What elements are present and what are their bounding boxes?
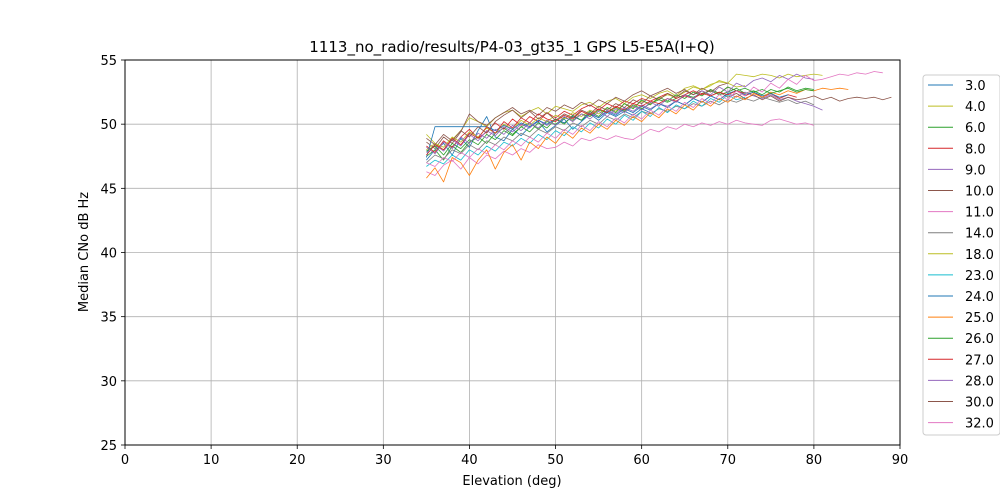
- series-line-28-0: [426, 73, 814, 155]
- x-tick-label: 40: [461, 453, 478, 468]
- series-lines: [426, 71, 892, 183]
- y-axis-label: Median CNo dB Hz: [77, 192, 92, 312]
- legend-entry-label: 18.0: [965, 248, 994, 263]
- legend-entry-label: 26.0: [965, 332, 994, 347]
- x-tick-label: 50: [547, 453, 564, 468]
- series-line-14-0: [426, 96, 815, 163]
- legend-entry-label: 25.0: [965, 311, 994, 326]
- y-tick-label: 25: [100, 439, 117, 454]
- x-tick-label: 20: [289, 453, 306, 468]
- y-tick-label: 50: [100, 118, 117, 133]
- y-tick-label: 45: [100, 182, 117, 197]
- y-tick-label: 40: [100, 247, 117, 262]
- series-line-32-0: [426, 71, 883, 167]
- series-line-11-0: [426, 118, 815, 176]
- series-line-10-0: [426, 87, 892, 150]
- legend-entry-label: 14.0: [965, 227, 994, 242]
- x-tick-label: 30: [375, 453, 392, 468]
- y-tick-label: 30: [100, 375, 117, 390]
- x-tick-label: 60: [633, 453, 650, 468]
- y-tick-label: 35: [100, 311, 117, 326]
- legend-entry-label: 10.0: [965, 185, 994, 200]
- legend-entry-label: 11.0: [965, 206, 994, 221]
- legend: 3.0 4.0 6.0 8.0 9.0 10.0 11.0 14.0 18.0 23.0 24.0 2…: [922, 74, 1000, 436]
- x-axis-label: Elevation (deg): [462, 474, 561, 489]
- legend-entry-label: 30.0: [965, 396, 994, 411]
- grid: [124, 59, 901, 446]
- legend-entry-label: 6.0: [965, 121, 986, 136]
- legend-entry-label: 23.0: [965, 269, 994, 284]
- x-tick-label: 0: [121, 453, 129, 468]
- legend-entry-label: 8.0: [965, 142, 986, 157]
- x-tick-label: 10: [203, 453, 220, 468]
- legend-entry-label: 24.0: [965, 290, 994, 305]
- legend-entry-label: 32.0: [965, 417, 994, 432]
- legend-entry-label: 28.0: [965, 374, 994, 389]
- x-tick-label: 70: [720, 453, 737, 468]
- series-line-8-0: [426, 86, 797, 153]
- x-tick-label: 90: [892, 453, 909, 468]
- legend-box: [922, 74, 1000, 436]
- series-line-30-0: [426, 82, 728, 146]
- legend-entry-label: 4.0: [965, 100, 986, 115]
- series-line-25-0: [426, 87, 849, 183]
- legend-entry-label: 3.0: [965, 79, 986, 94]
- tick-labels: 0 10 20 30 40 50 60 70 80 90 25 30 35 40 45 50 55: [100, 54, 908, 468]
- legend-entry-label: 9.0: [965, 163, 986, 178]
- x-tick-label: 80: [806, 453, 823, 468]
- series-line-23-0: [426, 94, 746, 167]
- legend-entry-label: 27.0: [965, 353, 994, 368]
- series-line-26-0: [426, 86, 814, 156]
- chart-title: 1113_no_radio/results/P4-03_gt35_1 GPS L…: [309, 38, 714, 57]
- series-line-6-0: [426, 86, 814, 161]
- y-tick-label: 55: [100, 54, 117, 69]
